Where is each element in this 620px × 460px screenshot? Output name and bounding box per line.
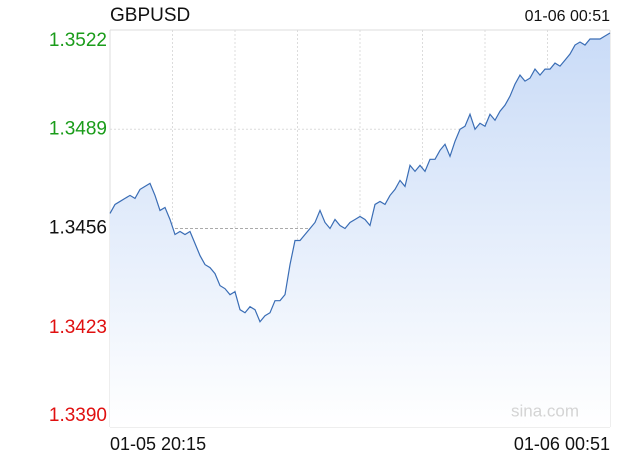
- x-start-label: 01-05 20:15: [110, 434, 206, 454]
- watermark: sina.com: [511, 401, 579, 420]
- y-tick-label: 1.3423: [49, 317, 107, 338]
- y-tick-label: 1.3390: [49, 405, 107, 426]
- chart-title: GBPUSD: [110, 5, 190, 26]
- y-tick-label: 1.3456: [49, 218, 107, 239]
- area: [110, 33, 610, 427]
- y-tick-label: 1.3489: [49, 118, 107, 139]
- x-end-label: 01-06 00:51: [514, 434, 610, 454]
- y-tick-label: 1.3522: [49, 30, 107, 51]
- price-line: [109, 32, 611, 323]
- timestamp: 01-06 00:51: [525, 8, 611, 25]
